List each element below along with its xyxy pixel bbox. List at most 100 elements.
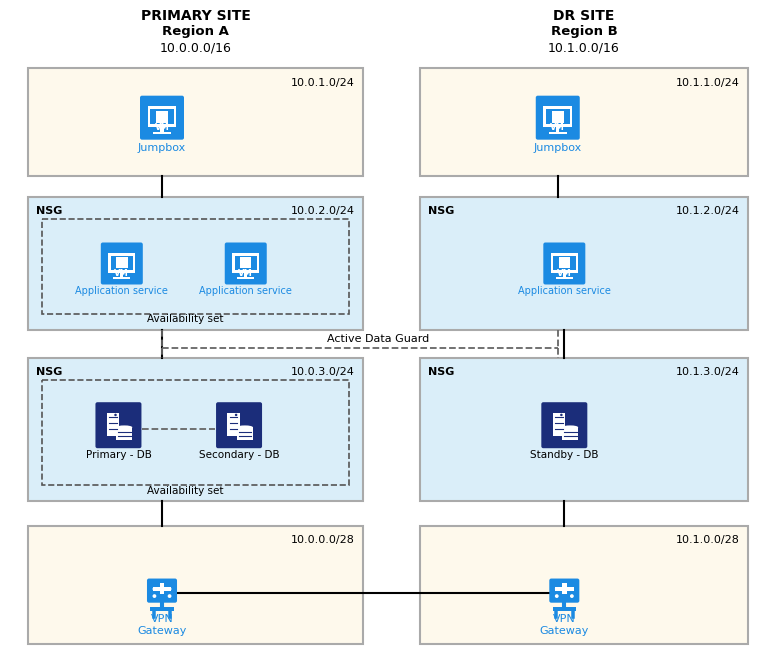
Text: 10.0.3.0/24: 10.0.3.0/24 bbox=[291, 367, 355, 377]
Bar bbox=[232, 253, 259, 273]
Text: Availability set: Availability set bbox=[147, 314, 223, 324]
Text: NSG: NSG bbox=[428, 367, 455, 377]
Bar bbox=[553, 607, 576, 611]
FancyBboxPatch shape bbox=[225, 243, 267, 285]
Text: 10.1.3.0/24: 10.1.3.0/24 bbox=[676, 367, 740, 377]
Bar bbox=[116, 257, 127, 268]
Bar bbox=[420, 197, 748, 330]
Circle shape bbox=[168, 587, 172, 591]
FancyBboxPatch shape bbox=[549, 579, 580, 603]
Bar bbox=[153, 587, 171, 591]
Text: VM: VM bbox=[155, 123, 169, 132]
Bar bbox=[42, 380, 349, 485]
Bar bbox=[420, 526, 748, 644]
Bar bbox=[551, 111, 564, 123]
Text: NSG: NSG bbox=[36, 367, 62, 377]
Bar bbox=[116, 427, 132, 440]
Bar bbox=[227, 413, 240, 436]
Text: VM: VM bbox=[557, 268, 572, 277]
Text: Jumpbox: Jumpbox bbox=[533, 143, 582, 153]
Bar bbox=[148, 107, 177, 127]
Bar bbox=[558, 257, 570, 268]
Circle shape bbox=[570, 587, 574, 591]
Bar bbox=[562, 583, 567, 594]
Circle shape bbox=[555, 594, 558, 598]
Bar bbox=[153, 132, 171, 134]
Text: Standby - DB: Standby - DB bbox=[530, 450, 598, 460]
Text: 10.1.2.0/24: 10.1.2.0/24 bbox=[676, 206, 740, 216]
Bar bbox=[156, 111, 168, 123]
Text: 10.1.0.0/28: 10.1.0.0/28 bbox=[676, 535, 740, 545]
Text: 10.0.1.0/24: 10.0.1.0/24 bbox=[291, 78, 355, 88]
Text: 10.0.0.0/16: 10.0.0.0/16 bbox=[159, 42, 231, 55]
Text: NSG: NSG bbox=[36, 206, 62, 216]
FancyBboxPatch shape bbox=[101, 243, 143, 285]
Text: DR SITE: DR SITE bbox=[553, 9, 615, 23]
Bar bbox=[546, 109, 569, 125]
Ellipse shape bbox=[237, 426, 253, 429]
Text: VM: VM bbox=[238, 268, 253, 277]
Text: Application service: Application service bbox=[75, 287, 168, 297]
Bar bbox=[420, 358, 748, 501]
Bar bbox=[556, 127, 559, 132]
Text: Application service: Application service bbox=[199, 287, 292, 297]
Text: Region A: Region A bbox=[162, 26, 229, 38]
Bar bbox=[420, 68, 748, 176]
FancyBboxPatch shape bbox=[95, 402, 141, 448]
FancyBboxPatch shape bbox=[541, 402, 587, 448]
Bar bbox=[113, 277, 130, 279]
Bar bbox=[553, 413, 565, 436]
Text: Application service: Application service bbox=[518, 287, 611, 297]
Text: 10.0.2.0/24: 10.0.2.0/24 bbox=[291, 206, 355, 216]
FancyBboxPatch shape bbox=[536, 96, 580, 140]
Text: Gateway: Gateway bbox=[540, 625, 589, 636]
Text: Availability set: Availability set bbox=[147, 486, 223, 496]
Text: 10.1.1.0/24: 10.1.1.0/24 bbox=[676, 78, 740, 88]
Bar bbox=[28, 358, 363, 501]
Text: VM: VM bbox=[551, 123, 565, 132]
Text: Jumpbox: Jumpbox bbox=[138, 143, 186, 153]
Ellipse shape bbox=[562, 426, 578, 429]
Circle shape bbox=[570, 594, 574, 598]
Bar bbox=[553, 256, 576, 270]
FancyBboxPatch shape bbox=[140, 96, 184, 140]
Text: VPN: VPN bbox=[553, 614, 576, 623]
Text: 10.1.0.0/16: 10.1.0.0/16 bbox=[548, 42, 620, 55]
Text: NSG: NSG bbox=[428, 206, 455, 216]
Bar bbox=[108, 253, 135, 273]
Bar bbox=[120, 273, 123, 277]
Circle shape bbox=[168, 594, 172, 598]
Bar bbox=[544, 107, 572, 127]
Bar bbox=[244, 273, 248, 277]
Bar bbox=[28, 526, 363, 644]
Bar bbox=[150, 607, 173, 611]
Text: VM: VM bbox=[115, 268, 129, 277]
Bar bbox=[111, 256, 133, 270]
Bar bbox=[159, 583, 164, 594]
Text: Secondary - DB: Secondary - DB bbox=[198, 450, 280, 460]
Bar bbox=[555, 587, 573, 591]
Bar bbox=[42, 219, 349, 314]
Circle shape bbox=[555, 587, 558, 591]
Bar bbox=[234, 256, 257, 270]
Bar bbox=[150, 109, 174, 125]
Text: Gateway: Gateway bbox=[137, 625, 187, 636]
Bar bbox=[237, 277, 254, 279]
Circle shape bbox=[114, 414, 117, 416]
FancyBboxPatch shape bbox=[147, 579, 177, 603]
Circle shape bbox=[235, 414, 237, 416]
Bar bbox=[107, 413, 119, 436]
Bar bbox=[562, 427, 578, 440]
Text: PRIMARY SITE: PRIMARY SITE bbox=[141, 9, 251, 23]
Bar bbox=[28, 68, 363, 176]
FancyBboxPatch shape bbox=[216, 402, 262, 448]
Bar bbox=[28, 197, 363, 330]
Text: VPN: VPN bbox=[151, 614, 173, 623]
FancyBboxPatch shape bbox=[544, 243, 585, 285]
Bar bbox=[240, 257, 251, 268]
Text: Primary - DB: Primary - DB bbox=[85, 450, 152, 460]
Text: Active Data Guard: Active Data Guard bbox=[326, 334, 429, 344]
Bar bbox=[551, 253, 578, 273]
Bar bbox=[549, 132, 566, 134]
Bar bbox=[160, 127, 163, 132]
